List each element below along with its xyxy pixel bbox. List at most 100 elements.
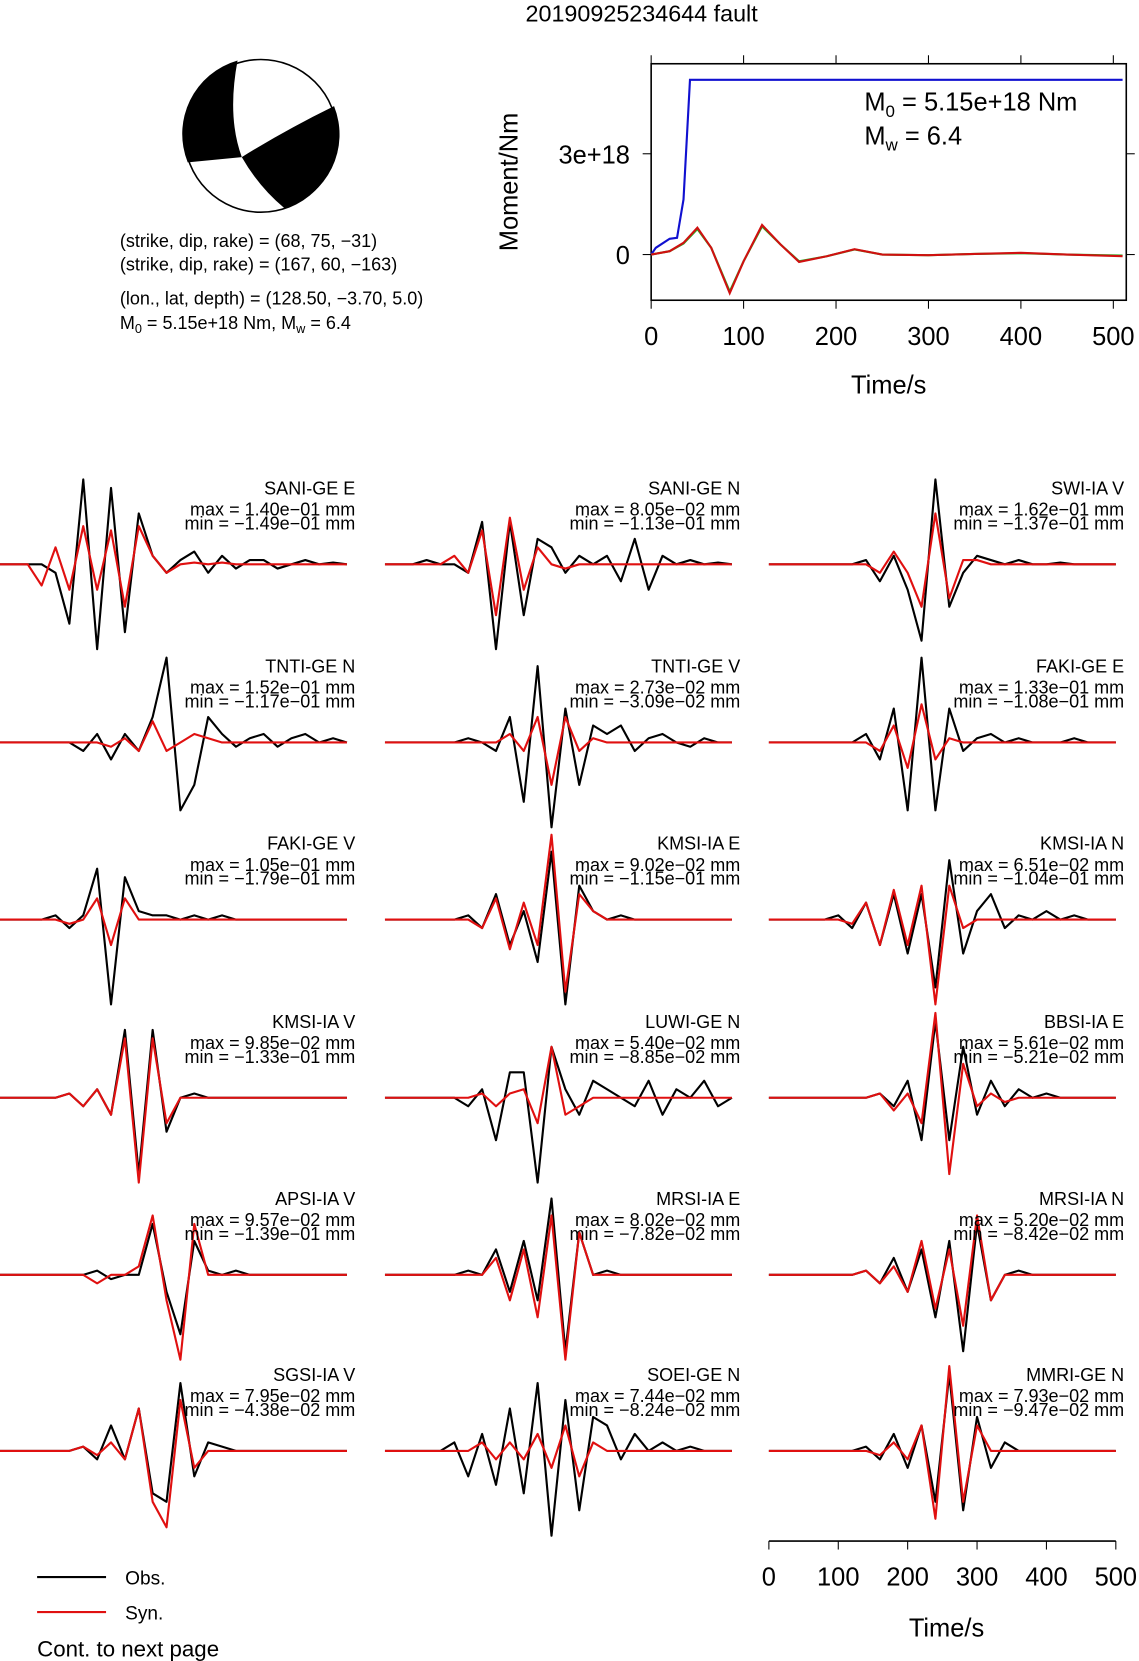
syn-trace: [768, 884, 1116, 1006]
text-part: = 6.4: [898, 122, 962, 150]
syn-trace: [768, 703, 1116, 769]
min-label: min = −5.21e−02 mm: [953, 1047, 1124, 1067]
syn-trace: [768, 1011, 1116, 1176]
x-tick-label: 400: [1000, 323, 1042, 351]
min-label: min = −8.42e−02 mm: [953, 1224, 1124, 1244]
mechanism-text: (strike, dip, rake) = (68, 75, −31) (str…: [120, 231, 423, 336]
max-label: max = 9.02e−02 mm: [575, 855, 740, 875]
max-label: max = 5.20e−02 mm: [959, 1210, 1124, 1230]
station-label: SWI-IA V: [1051, 478, 1124, 498]
max-label: max = 7.95e−02 mm: [190, 1386, 355, 1406]
station-label: APSI-IA V: [275, 1189, 355, 1209]
min-label: min = −8.24e−02 mm: [569, 1400, 740, 1420]
min-label: min = −1.39e−01 mm: [185, 1224, 356, 1244]
min-label: min = −1.08e−01 mm: [953, 691, 1124, 711]
min-label: min = −1.15e−01 mm: [569, 869, 740, 889]
max-label: max = 9.57e−02 mm: [190, 1210, 355, 1230]
x-tick-label: 300: [956, 1564, 998, 1592]
y-tick-label: 3e+18: [558, 141, 629, 169]
min-label: min = −1.37e−01 mm: [953, 513, 1124, 533]
syn-trace: [768, 1365, 1116, 1520]
legend-label: Syn.: [125, 1604, 163, 1625]
syn-trace: [384, 516, 732, 617]
beachball: [182, 58, 340, 214]
station-label: KMSI-IA E: [657, 834, 740, 854]
annotation: Mw = 6.4: [864, 122, 962, 154]
station-label: BBSI-IA E: [1044, 1012, 1124, 1032]
x-tick-label: 500: [1092, 323, 1134, 351]
syn-trace: [0, 1037, 347, 1184]
text-part: M: [864, 88, 885, 116]
max-label: max = 7.44e−02 mm: [575, 1386, 740, 1406]
text-part: = 5.15e+18 Nm, M: [142, 313, 296, 333]
min-label: min = −1.49e−01 mm: [185, 513, 356, 533]
obs-trace: [384, 520, 733, 651]
obs-trace: [0, 867, 347, 1006]
min-label: min = −8.85e−02 mm: [569, 1047, 740, 1067]
syn-trace: [384, 1045, 732, 1125]
subscript: w: [295, 321, 306, 336]
max-label: max = 7.93e−02 mm: [959, 1386, 1124, 1406]
y-tick-label: 0: [616, 242, 630, 270]
max-label: max = 1.05e−01 mm: [190, 855, 355, 875]
min-label: min = −9.47e−02 mm: [953, 1400, 1124, 1420]
min-label: min = −1.17e−01 mm: [185, 691, 356, 711]
moment-line: [650, 224, 1123, 295]
min-label: min = −1.33e−01 mm: [185, 1047, 356, 1067]
moment-line: [650, 223, 1123, 296]
text-part: = 5.15e+18 Nm: [895, 88, 1077, 116]
station-label: KMSI-IA V: [272, 1012, 355, 1032]
syn-trace: [0, 1398, 347, 1529]
max-label: max = 9.85e−02 mm: [190, 1033, 355, 1053]
x-tick-label: 0: [644, 323, 658, 351]
min-label: min = −4.38e−02 mm: [185, 1400, 356, 1420]
station-label: TNTI-GE N: [265, 656, 355, 676]
syn-trace: [768, 1214, 1116, 1327]
station-label: MMRI-GE N: [1026, 1365, 1124, 1385]
max-label: max = 5.61e−02 mm: [959, 1033, 1124, 1053]
syn-trace: [384, 715, 732, 786]
subscript: 0: [886, 102, 895, 121]
x-tick-label: 100: [817, 1564, 859, 1592]
annotation: M0 = 5.15e+18 Nm: [864, 88, 1077, 120]
max-label: max = 2.73e−02 mm: [575, 678, 740, 698]
syn-trace: [0, 1214, 347, 1361]
syn-trace: [384, 1424, 732, 1478]
syn-trace: [0, 525, 347, 608]
legend-label: Obs.: [125, 1569, 165, 1590]
max-label: max = 8.05e−02 mm: [575, 500, 740, 520]
x-tick-label: 100: [722, 323, 764, 351]
station-label: LUWI-GE N: [645, 1012, 740, 1032]
subscript: 0: [135, 321, 142, 336]
moment-line: [650, 78, 1123, 256]
station-label: SANI-GE E: [264, 478, 355, 498]
station-label: MRSI-IA E: [656, 1189, 740, 1209]
min-label: min = −7.82e−02 mm: [569, 1224, 740, 1244]
x-tick-label: 200: [886, 1564, 928, 1592]
y-axis-label: Moment/Nm: [496, 113, 524, 252]
syn-trace: [384, 833, 732, 993]
moment-line: M0 = 5.15e+18 Nm, Mw = 6.4: [120, 313, 351, 336]
station-label: SGSI-IA V: [273, 1365, 355, 1385]
syn-trace: [768, 512, 1116, 608]
syn-trace: [384, 1214, 732, 1361]
max-label: max = 8.02e−02 mm: [575, 1210, 740, 1230]
mechanism-line: (strike, dip, rake) = (167, 60, −163): [120, 255, 397, 275]
min-label: min = −3.09e−02 mm: [569, 691, 740, 711]
max-label: max = 1.33e−01 mm: [959, 678, 1124, 698]
min-label: min = −1.79e−01 mm: [185, 869, 356, 889]
max-label: max = 6.51e−02 mm: [959, 855, 1124, 875]
station-label: SANI-GE N: [648, 478, 740, 498]
station-label: MRSI-IA N: [1039, 1189, 1124, 1209]
x-axis-label: Time/s: [909, 1614, 984, 1642]
x-tick-label: 500: [1095, 1564, 1137, 1592]
footer: Cont. to next page: [37, 1637, 219, 1661]
text-part: = 6.4: [305, 313, 351, 333]
mechanism-line: (strike, dip, rake) = (68, 75, −31): [120, 231, 377, 251]
max-label: max = 1.52e−01 mm: [190, 678, 355, 698]
min-label: min = −1.13e−01 mm: [569, 513, 740, 533]
max-label: max = 1.40e−01 mm: [190, 500, 355, 520]
station-label: FAKI-GE V: [267, 834, 355, 854]
x-tick-label: 400: [1025, 1564, 1067, 1592]
syn-trace: [0, 720, 347, 753]
